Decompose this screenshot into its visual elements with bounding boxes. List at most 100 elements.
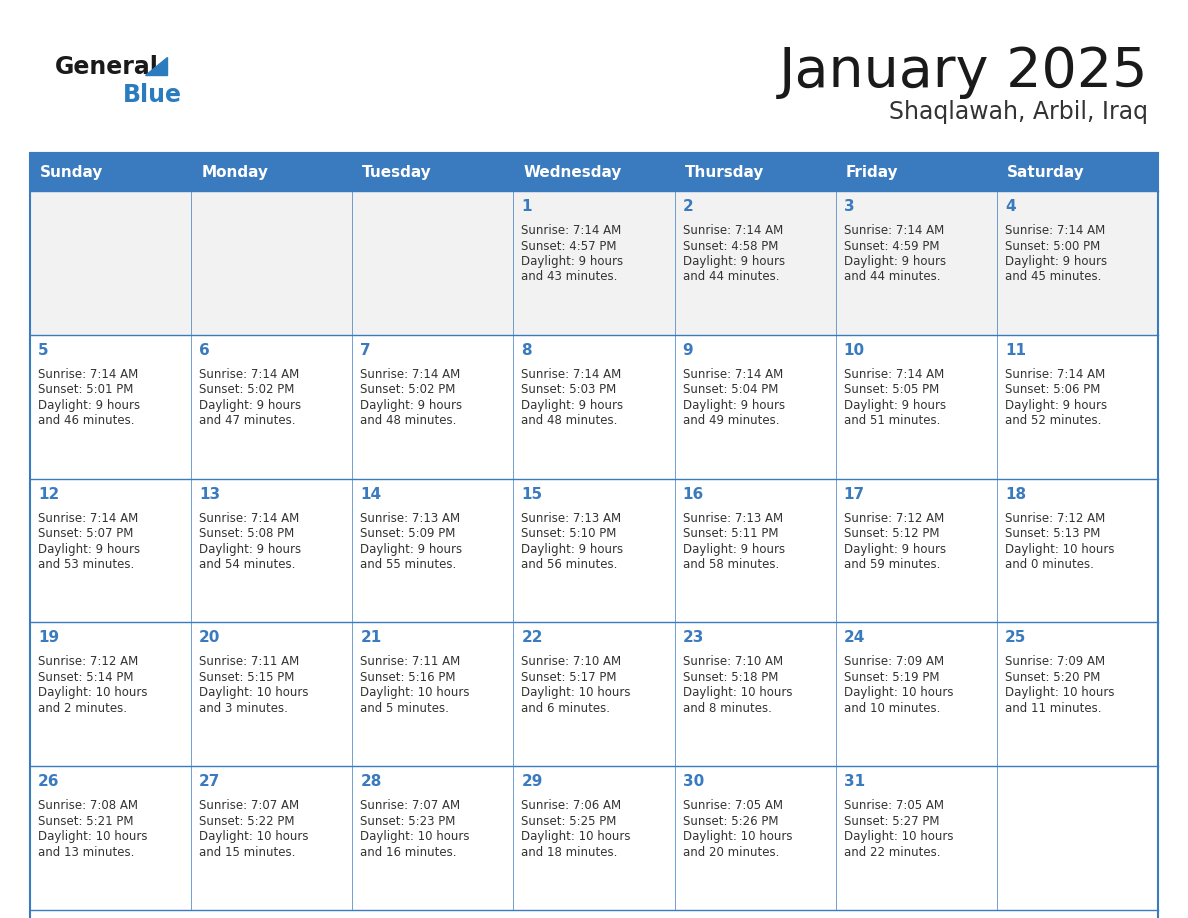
Text: 27: 27: [200, 774, 221, 789]
Text: 23: 23: [683, 631, 704, 645]
Text: Sunrise: 7:11 AM: Sunrise: 7:11 AM: [200, 655, 299, 668]
Text: and 58 minutes.: and 58 minutes.: [683, 558, 779, 571]
Text: 20: 20: [200, 631, 221, 645]
Text: Daylight: 9 hours: Daylight: 9 hours: [843, 543, 946, 555]
Text: Sunset: 5:06 PM: Sunset: 5:06 PM: [1005, 384, 1100, 397]
Text: Daylight: 10 hours: Daylight: 10 hours: [522, 687, 631, 700]
Bar: [835, 335, 997, 478]
Text: Sunrise: 7:12 AM: Sunrise: 7:12 AM: [38, 655, 138, 668]
Text: Daylight: 10 hours: Daylight: 10 hours: [1005, 543, 1114, 555]
Bar: [191, 478, 353, 622]
Text: Sunset: 5:17 PM: Sunset: 5:17 PM: [522, 671, 617, 684]
Text: Sunset: 5:27 PM: Sunset: 5:27 PM: [843, 814, 940, 828]
Text: Sunset: 5:07 PM: Sunset: 5:07 PM: [38, 527, 133, 540]
Text: Sunday: Sunday: [40, 164, 103, 180]
Text: Daylight: 10 hours: Daylight: 10 hours: [38, 830, 147, 844]
Text: Sunrise: 7:08 AM: Sunrise: 7:08 AM: [38, 800, 138, 812]
Text: and 5 minutes.: and 5 minutes.: [360, 702, 449, 715]
Bar: [835, 622, 997, 767]
Text: 1: 1: [522, 199, 532, 214]
Text: Sunrise: 7:13 AM: Sunrise: 7:13 AM: [522, 511, 621, 524]
Bar: [353, 478, 513, 622]
Bar: [675, 478, 835, 622]
Text: Sunrise: 7:07 AM: Sunrise: 7:07 AM: [200, 800, 299, 812]
Bar: [513, 191, 675, 335]
Text: and 13 minutes.: and 13 minutes.: [38, 845, 134, 858]
Bar: [997, 335, 1158, 478]
Text: and 49 minutes.: and 49 minutes.: [683, 414, 779, 427]
Text: Daylight: 10 hours: Daylight: 10 hours: [38, 687, 147, 700]
Bar: [30, 767, 191, 910]
Text: Sunrise: 7:14 AM: Sunrise: 7:14 AM: [843, 368, 944, 381]
Text: Daylight: 10 hours: Daylight: 10 hours: [522, 830, 631, 844]
Text: Sunset: 5:00 PM: Sunset: 5:00 PM: [1005, 240, 1100, 252]
Text: 3: 3: [843, 199, 854, 214]
Text: and 6 minutes.: and 6 minutes.: [522, 702, 611, 715]
Text: Daylight: 9 hours: Daylight: 9 hours: [683, 398, 785, 412]
Text: Thursday: Thursday: [684, 164, 764, 180]
Text: 19: 19: [38, 631, 59, 645]
Text: 6: 6: [200, 342, 210, 358]
Bar: [353, 622, 513, 767]
Text: Sunset: 5:23 PM: Sunset: 5:23 PM: [360, 814, 456, 828]
Text: Daylight: 9 hours: Daylight: 9 hours: [360, 398, 462, 412]
Bar: [835, 767, 997, 910]
Text: 26: 26: [38, 774, 59, 789]
Text: 10: 10: [843, 342, 865, 358]
Text: Daylight: 9 hours: Daylight: 9 hours: [38, 543, 140, 555]
Text: Sunset: 5:05 PM: Sunset: 5:05 PM: [843, 384, 939, 397]
Text: Sunrise: 7:14 AM: Sunrise: 7:14 AM: [1005, 368, 1105, 381]
Text: Sunset: 4:58 PM: Sunset: 4:58 PM: [683, 240, 778, 252]
Text: and 3 minutes.: and 3 minutes.: [200, 702, 287, 715]
Text: 18: 18: [1005, 487, 1026, 501]
Text: Daylight: 9 hours: Daylight: 9 hours: [1005, 255, 1107, 268]
Text: Sunrise: 7:14 AM: Sunrise: 7:14 AM: [683, 368, 783, 381]
Text: 2: 2: [683, 199, 694, 214]
Text: January 2025: January 2025: [778, 45, 1148, 99]
Text: and 47 minutes.: and 47 minutes.: [200, 414, 296, 427]
Bar: [675, 767, 835, 910]
Text: and 44 minutes.: and 44 minutes.: [683, 271, 779, 284]
Text: Sunset: 5:13 PM: Sunset: 5:13 PM: [1005, 527, 1100, 540]
Text: Daylight: 10 hours: Daylight: 10 hours: [360, 830, 469, 844]
Text: and 55 minutes.: and 55 minutes.: [360, 558, 456, 571]
Bar: [30, 153, 1158, 191]
Text: Sunrise: 7:10 AM: Sunrise: 7:10 AM: [522, 655, 621, 668]
Text: Sunrise: 7:09 AM: Sunrise: 7:09 AM: [1005, 655, 1105, 668]
Text: and 56 minutes.: and 56 minutes.: [522, 558, 618, 571]
Text: 7: 7: [360, 342, 371, 358]
Bar: [513, 335, 675, 478]
Text: 24: 24: [843, 631, 865, 645]
Bar: [191, 335, 353, 478]
Bar: [30, 335, 191, 478]
Text: Tuesday: Tuesday: [362, 164, 432, 180]
Text: and 11 minutes.: and 11 minutes.: [1005, 702, 1101, 715]
Text: Daylight: 10 hours: Daylight: 10 hours: [843, 830, 953, 844]
Text: Sunset: 5:03 PM: Sunset: 5:03 PM: [522, 384, 617, 397]
Text: Sunrise: 7:12 AM: Sunrise: 7:12 AM: [1005, 511, 1105, 524]
Bar: [997, 478, 1158, 622]
Text: 28: 28: [360, 774, 381, 789]
Text: 15: 15: [522, 487, 543, 501]
Text: Sunrise: 7:14 AM: Sunrise: 7:14 AM: [1005, 224, 1105, 237]
Text: 4: 4: [1005, 199, 1016, 214]
Text: and 51 minutes.: and 51 minutes.: [843, 414, 940, 427]
Text: 13: 13: [200, 487, 220, 501]
Text: Sunset: 5:25 PM: Sunset: 5:25 PM: [522, 814, 617, 828]
Text: Sunrise: 7:14 AM: Sunrise: 7:14 AM: [38, 511, 138, 524]
Text: Sunset: 5:20 PM: Sunset: 5:20 PM: [1005, 671, 1100, 684]
Text: 30: 30: [683, 774, 703, 789]
Text: and 10 minutes.: and 10 minutes.: [843, 702, 940, 715]
Text: Daylight: 10 hours: Daylight: 10 hours: [200, 830, 309, 844]
Text: 14: 14: [360, 487, 381, 501]
Text: Sunset: 5:08 PM: Sunset: 5:08 PM: [200, 527, 295, 540]
Bar: [997, 191, 1158, 335]
Bar: [30, 153, 1158, 918]
Text: Daylight: 9 hours: Daylight: 9 hours: [843, 255, 946, 268]
Text: Daylight: 9 hours: Daylight: 9 hours: [843, 398, 946, 412]
Text: Friday: Friday: [846, 164, 898, 180]
Text: Sunrise: 7:14 AM: Sunrise: 7:14 AM: [38, 368, 138, 381]
Text: Sunset: 5:22 PM: Sunset: 5:22 PM: [200, 814, 295, 828]
Text: and 44 minutes.: and 44 minutes.: [843, 271, 940, 284]
Text: and 54 minutes.: and 54 minutes.: [200, 558, 296, 571]
